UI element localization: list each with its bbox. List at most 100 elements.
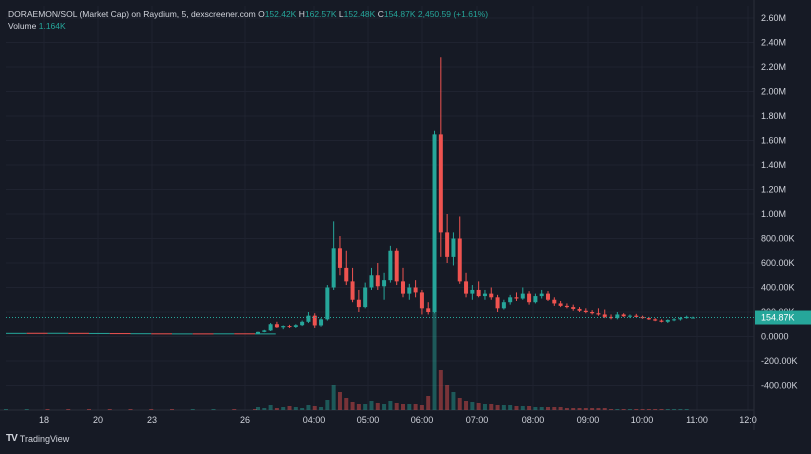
x-tick-label: 11:00: [686, 415, 708, 425]
candle: [6, 332, 27, 334]
volume-bar: [533, 407, 538, 410]
candle: [627, 315, 632, 317]
candle: [596, 313, 601, 315]
candle: [615, 314, 620, 319]
volume-bar: [363, 404, 368, 410]
candle: [602, 314, 607, 317]
candle: [646, 318, 651, 320]
volume-bar: [149, 409, 154, 410]
candle: [482, 293, 487, 297]
symbol-title: DORAEMON/SOL (Market Cap) on Raydium, 5,…: [8, 9, 256, 19]
candle: [325, 287, 330, 320]
y-tick-label: 2.00M: [761, 87, 786, 97]
volume-bar: [325, 400, 330, 410]
candle: [268, 324, 273, 331]
candle: [514, 297, 519, 299]
volume-bar: [539, 407, 544, 410]
volume-bar: [45, 409, 50, 410]
y-tick-label: 0.0000: [761, 332, 789, 342]
x-tick-label: 12:0: [739, 415, 757, 425]
candle: [653, 319, 658, 321]
volume-bar: [300, 408, 305, 410]
volume-bar: [274, 408, 279, 410]
volume-bar: [621, 409, 626, 410]
close-value: 154.87K: [383, 9, 416, 19]
volume-bar: [558, 407, 563, 410]
candle: [470, 289, 475, 294]
candle: [192, 333, 214, 335]
last-price-label: 154.87K: [761, 313, 795, 323]
candle: [287, 326, 292, 328]
volume-bar: [337, 392, 342, 410]
volume-bar: [87, 409, 91, 410]
candle: [590, 312, 595, 314]
volume-bar: [407, 404, 412, 410]
volume-bar: [508, 405, 513, 410]
candle: [495, 297, 500, 309]
volume-bars: [4, 310, 689, 410]
candle: [300, 321, 305, 326]
volume-bar: [577, 408, 582, 410]
volume-bar: [211, 409, 216, 410]
volume-bar: [4, 409, 8, 410]
candle: [413, 287, 418, 293]
volume-bar: [602, 408, 607, 410]
candle: [634, 315, 639, 317]
candle: [558, 303, 563, 306]
volume-bar: [401, 404, 405, 410]
volume-bar: [564, 408, 569, 410]
volume-bar: [190, 409, 195, 410]
volume-bar: [501, 405, 506, 410]
volume-bar: [464, 401, 469, 410]
open-value: 152.42K: [264, 9, 297, 19]
volume-bar: [527, 406, 532, 410]
close-label: C: [377, 9, 384, 19]
volume-bar: [546, 407, 550, 410]
candle: [432, 134, 437, 312]
y-tick-label: 800.00K: [761, 234, 795, 244]
y-tick-label: -400.00K: [761, 381, 798, 391]
y-tick-label: 2.40M: [761, 38, 786, 48]
volume-bar: [482, 404, 487, 410]
volume-bar: [640, 409, 645, 410]
volume-bar: [331, 385, 336, 410]
candle: [306, 315, 311, 322]
candle: [678, 318, 683, 320]
candle: [464, 281, 469, 294]
volume-bar: [319, 407, 324, 410]
tradingview-branding[interactable]: TV TradingView: [6, 433, 69, 444]
volume-bar: [672, 409, 677, 410]
volume-bar: [634, 409, 639, 410]
volume-bar: [445, 385, 450, 410]
volume-bar: [268, 405, 273, 410]
x-tick-label: 20: [93, 415, 103, 425]
volume-bar: [388, 401, 393, 410]
legend-ohlc-row: DORAEMON/SOL (Market Cap) on Raydium, 5,…: [8, 8, 488, 20]
y-tick-label: 1.60M: [761, 136, 786, 146]
candle: [564, 305, 569, 308]
candle: [451, 238, 456, 257]
candle: [274, 324, 279, 328]
volume-label: Volume: [8, 21, 37, 31]
candle: [68, 332, 89, 334]
volume-bar: [293, 407, 298, 410]
grid: [0, 0, 755, 430]
candles: [6, 57, 695, 335]
y-axis[interactable]: 2.60M 2.40M 2.20M 2.00M 1.80M 1.60M 1.40M 1.20M…: [755, 13, 811, 391]
candle: [375, 275, 380, 287]
candle: [426, 308, 431, 312]
volume-bar: [590, 408, 595, 410]
x-axis[interactable]: 18 20 23 26 04:00 05:00 06:00 07:00 08:00 09:00 10…: [39, 415, 757, 425]
candle: [659, 320, 664, 322]
x-tick-label: 10:00: [631, 415, 654, 425]
volume-bar: [451, 392, 456, 410]
candle: [489, 293, 494, 298]
volume-bar: [350, 402, 355, 410]
volume-bar: [476, 403, 481, 410]
volume-bar: [256, 407, 260, 410]
volume-bar: [678, 409, 683, 410]
candle: [621, 314, 626, 317]
candle: [684, 316, 689, 319]
